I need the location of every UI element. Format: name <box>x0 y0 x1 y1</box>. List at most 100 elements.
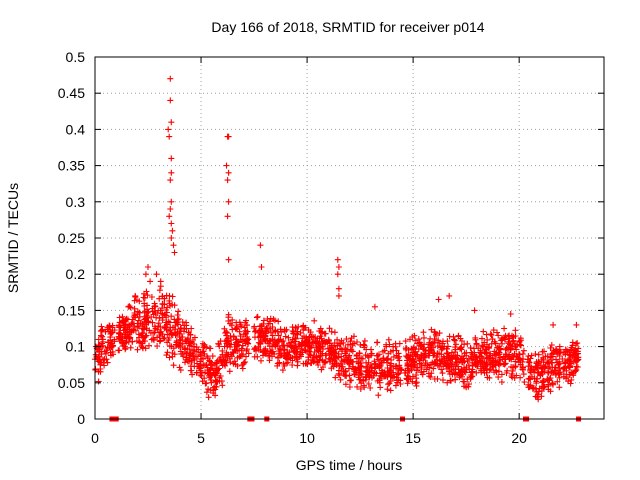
data-point <box>282 333 289 340</box>
data-point <box>453 359 460 366</box>
data-point <box>549 380 556 387</box>
data-point <box>317 333 324 340</box>
data-point <box>535 396 542 403</box>
data-point <box>498 379 505 385</box>
data-point <box>368 350 375 357</box>
data-point <box>109 329 116 336</box>
y-tick-label: 0.1 <box>66 339 86 355</box>
data-point <box>145 319 152 326</box>
data-point <box>402 345 409 352</box>
data-point <box>489 361 496 368</box>
data-point <box>312 334 319 341</box>
data-point <box>549 350 556 357</box>
data-point <box>386 380 393 387</box>
data-point <box>433 354 440 361</box>
data-point <box>331 358 338 365</box>
x-tick-label: 20 <box>511 430 527 446</box>
data-point <box>180 353 187 360</box>
data-point <box>547 345 554 351</box>
data-point <box>141 324 148 331</box>
data-point <box>435 296 442 303</box>
data-point <box>572 351 579 358</box>
data-point <box>486 367 493 374</box>
data-point <box>357 370 364 377</box>
data-point <box>217 373 224 379</box>
data-point <box>467 344 474 351</box>
data-point <box>472 336 479 343</box>
data-point <box>253 314 260 321</box>
data-point <box>486 354 493 361</box>
data-point <box>364 353 371 359</box>
data-point <box>507 342 514 349</box>
data-point <box>129 326 136 333</box>
data-point <box>533 364 540 371</box>
data-point <box>231 346 238 353</box>
data-point <box>142 345 149 352</box>
data-point <box>326 325 333 332</box>
data-point <box>315 362 322 368</box>
data-point <box>230 334 237 340</box>
data-point <box>396 353 403 360</box>
data-point <box>229 316 236 323</box>
data-point <box>142 315 149 322</box>
data-point <box>166 354 173 361</box>
data-point <box>551 349 557 356</box>
data-point <box>146 342 152 349</box>
data-point <box>345 353 352 360</box>
data-point <box>479 335 485 342</box>
data-point <box>309 338 316 345</box>
data-point <box>555 367 562 374</box>
data-point <box>390 363 397 370</box>
data-point <box>124 331 131 337</box>
data-point <box>304 361 311 368</box>
data-point <box>571 354 578 361</box>
data-point <box>343 336 350 342</box>
data-point <box>130 327 137 334</box>
data-point <box>115 335 122 342</box>
data-point <box>255 346 262 353</box>
data-point <box>474 358 481 364</box>
data-point <box>236 319 243 326</box>
data-point <box>413 382 420 389</box>
data-point <box>426 364 433 371</box>
data-point <box>535 351 542 358</box>
data-point <box>183 338 190 344</box>
data-point <box>104 359 111 366</box>
data-point <box>414 364 421 371</box>
data-point <box>244 335 251 342</box>
data-point <box>477 358 484 365</box>
data-point <box>214 357 221 364</box>
data-point <box>331 329 338 336</box>
data-point <box>481 369 488 376</box>
data-point <box>374 339 381 346</box>
data-point <box>497 346 504 353</box>
data-point <box>136 298 143 305</box>
data-point <box>283 326 290 333</box>
data-point <box>395 350 402 357</box>
data-point <box>572 367 579 374</box>
data-point <box>177 344 184 350</box>
data-point <box>151 329 158 336</box>
data-point <box>507 311 514 317</box>
data-point <box>245 350 252 357</box>
data-point <box>521 379 528 385</box>
data-point <box>390 347 397 354</box>
data-point <box>223 162 230 169</box>
data-point <box>167 327 174 334</box>
data-point <box>444 350 451 357</box>
data-point <box>99 333 106 340</box>
data-point <box>156 338 163 345</box>
data-point <box>338 353 345 360</box>
data-point <box>96 348 103 355</box>
data-point <box>455 366 462 373</box>
data-point <box>407 336 413 343</box>
x-axis: 0 5 10 15 20 <box>91 57 527 446</box>
data-point <box>322 360 328 366</box>
data-point <box>401 370 408 376</box>
data-point <box>411 332 418 339</box>
data-point <box>566 371 573 378</box>
data-point <box>197 349 204 356</box>
data-point <box>206 372 212 379</box>
data-point <box>362 373 369 380</box>
data-point <box>167 97 174 104</box>
